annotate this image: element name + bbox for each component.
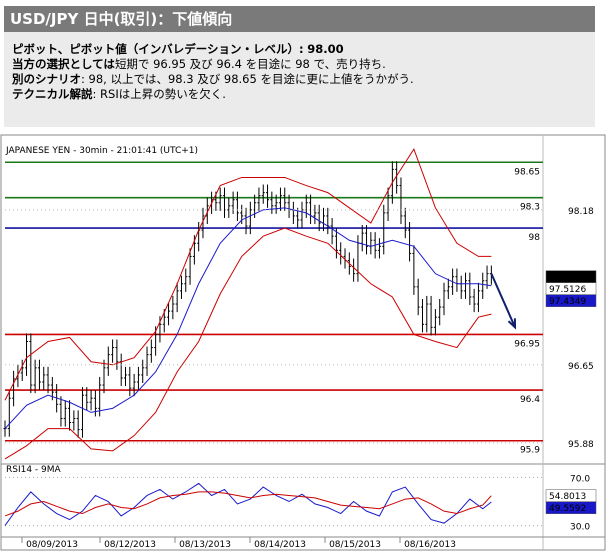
page-title-text: USD/JPY 日中(取引)：下値傾向 <box>10 10 233 28</box>
y-tick-label: 98.18 <box>568 207 594 217</box>
chart-title: JAPANESE YEN - 30min - 21:01:41 (UTC+1) <box>5 146 198 156</box>
forecast-arrow-head <box>507 318 517 330</box>
alternative-text: : 98, 以上では、98.3 及び 98.65 を目途に更に上値をうかがう. <box>81 72 414 86</box>
indicator-line <box>4 147 492 401</box>
value-marker-label: 97.5126 <box>549 285 586 295</box>
y-tick-label: 95.88 <box>568 440 594 450</box>
level-label: 98.3 <box>520 203 540 213</box>
level-label: 96.95 <box>514 339 540 349</box>
level-label: 98.65 <box>514 167 540 177</box>
level-label: 96.4 <box>520 395 540 405</box>
analysis-summary: ピボット、ピボット値（インバレデーション・レベル）: 98.00 当方の選択とし… <box>4 32 595 127</box>
price-chart: JAPANESE YEN - 30min - 21:01:41 (UTC+1) R… <box>0 134 606 551</box>
forecast-arrow <box>490 273 516 328</box>
x-tick-label: 08/16/2013 <box>404 540 456 550</box>
alternative-line: 別のシナリオ: 98, 以上では、98.3 及び 98.65 を目途に更に上値を… <box>12 72 587 87</box>
x-tick-label: 08/15/2013 <box>329 540 381 550</box>
choice-label: 当方の選択としては <box>12 57 115 71</box>
x-tick-label: 08/14/2013 <box>254 540 306 550</box>
technical-text: : RSIは上昇の勢いを欠く. <box>92 87 226 101</box>
alternative-label: 別のシナリオ <box>12 72 81 86</box>
technical-line: テクニカル解説: RSIは上昇の勢いを欠く. <box>12 87 587 102</box>
rsi-line <box>4 491 492 517</box>
rsi-title: RSI14 - 9MA <box>6 465 62 475</box>
x-tick-label: 08/09/2013 <box>26 540 78 550</box>
x-tick-label: 08/13/2013 <box>179 540 231 550</box>
chart-border <box>0 134 606 551</box>
technical-label: テクニカル解説 <box>12 87 93 101</box>
value-marker-label: 97.52 <box>549 273 575 283</box>
rsi-tick-label: 70.0 <box>570 474 590 484</box>
pivot-value: 98.00 <box>307 42 344 56</box>
y-tick-label: 96.65 <box>568 362 594 372</box>
indicator-line <box>4 227 492 460</box>
rsi-marker <box>545 501 597 514</box>
choice-text: 短期で 96.95 及び 96.4 を目途に 98 で、売り持ち. <box>114 57 386 71</box>
page-title: USD/JPY 日中(取引)：下値傾向 <box>4 6 595 32</box>
indicator-line <box>4 207 492 429</box>
pivot-label: ピボット、ピボット値（インバレデーション・レベル）: <box>12 42 304 56</box>
rsi-marker-label: 54.8013 <box>549 492 586 502</box>
x-tick-label: 08/12/2013 <box>104 540 156 550</box>
value-marker-label: 97.4349 <box>549 297 586 307</box>
level-label: 98 <box>529 233 541 243</box>
rsi-tick-label: 30.0 <box>570 523 590 533</box>
level-label: 95.9 <box>520 446 540 456</box>
rsi-marker-label: 49.5592 <box>549 504 586 514</box>
choice-line: 当方の選択としては短期で 96.95 及び 96.4 を目途に 98 で、売り持… <box>12 57 587 72</box>
pivot-line: ピボット、ピボット値（インバレデーション・レベル）: 98.00 <box>12 42 587 57</box>
value-marker <box>545 294 597 307</box>
